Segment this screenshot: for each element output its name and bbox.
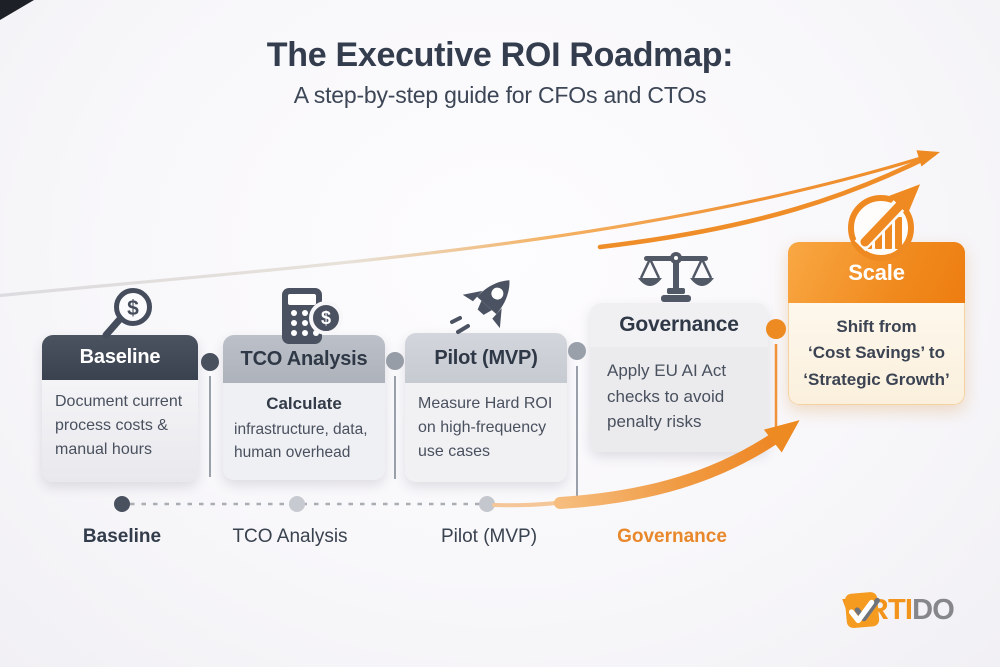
timeline-label-governance: Governance	[617, 526, 727, 547]
stage-title: TCO Analysis	[223, 335, 385, 383]
connector-dot	[201, 353, 219, 371]
scales-icon	[638, 252, 714, 302]
stage-card-pilot-mvp: Pilot (MVP) Measure Hard ROI on high-fre…	[405, 333, 567, 482]
stage-description-text: infrastructure, data, human overhead	[234, 420, 368, 461]
growth-chart-icon	[848, 184, 921, 261]
stage-card-governance: Governance Apply EU AI Act checks to avo…	[590, 303, 768, 452]
magnifier-dollar-icon: $	[102, 288, 152, 339]
stage-title: Pilot (MVP)	[405, 333, 567, 383]
connector-dot-orange	[766, 319, 786, 339]
stage-card-baseline: Baseline Document current process costs …	[42, 335, 198, 482]
stage-description: Measure Hard ROI on high-frequency use c…	[405, 383, 567, 482]
stage-description: Document current process costs & manual …	[42, 380, 198, 482]
page-title: The Executive ROI Roadmap:	[266, 36, 734, 74]
stage-description: Apply EU AI Act checks to avoid penalty …	[590, 347, 768, 452]
connector-dot	[568, 342, 586, 360]
growth-swoosh-arrowhead-icon	[763, 420, 800, 453]
virtido-logo: VIRTIDO	[842, 589, 955, 631]
corner-artifact	[0, 0, 34, 20]
page-subtitle: A step-by-step guide for CFOs and CTOs	[293, 82, 707, 108]
brand-name-secondary: DO	[912, 594, 955, 626]
logo-checkmark-icon	[844, 592, 880, 629]
roi-curve-arrowhead-icon	[916, 150, 940, 167]
timeline-label-pilot: Pilot (MVP)	[440, 526, 538, 547]
stage-description: Calculate infrastructure, data, human ove…	[223, 383, 385, 480]
timeline-label-baseline: Baseline	[82, 526, 162, 547]
timeline-dot-tco	[289, 496, 305, 512]
stage-card-scale: Scale Shift from ‘Cost Savings’ to ‘Stra…	[788, 242, 965, 405]
timeline-dot-pilot	[479, 496, 495, 512]
connector-dot	[386, 352, 404, 370]
stage-card-tco-analysis: TCO Analysis Calculate infrastructure, da…	[223, 335, 385, 480]
calculator-dollar-icon: $	[282, 288, 343, 344]
timeline-label-tco: TCO Analysis	[232, 526, 348, 547]
stage-title: Baseline	[42, 335, 198, 380]
timeline-dot-baseline	[114, 496, 130, 512]
growth-swoosh-tail	[492, 496, 590, 508]
stage-description-lead: Calculate	[266, 394, 342, 413]
rocket-icon	[450, 280, 510, 334]
dollar-glyph: $	[321, 308, 331, 328]
dollar-glyph: $	[127, 297, 139, 320]
stage-description: Shift from ‘Cost Savings’ to ‘Strategic …	[788, 303, 965, 405]
stage-title: Governance	[590, 303, 768, 347]
